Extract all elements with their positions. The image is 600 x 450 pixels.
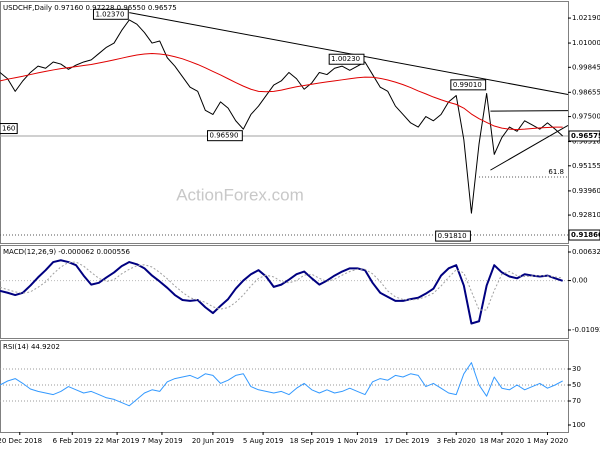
annotation-box — [328, 53, 365, 65]
x-tick-label: 7 May 2019 — [141, 437, 182, 445]
annotation-box — [207, 130, 243, 142]
series-line — [0, 53, 563, 131]
y-tick-label: 0.99845 — [572, 63, 600, 71]
y-tick-label: 0.006321 — [572, 248, 600, 256]
annotation-label: 0.96590 — [210, 132, 239, 140]
x-tick-label: 1 May 2020 — [527, 437, 568, 445]
trend-line — [129, 12, 569, 96]
x-tick-label: 22 Mar 2019 — [95, 437, 139, 445]
annotation-label: 1.00230 — [331, 55, 360, 63]
price-box — [568, 229, 600, 241]
series-line — [0, 362, 563, 407]
x-tick-label: 20 Dec 2018 — [0, 437, 42, 445]
x-tick-label: 18 Sep 2019 — [290, 437, 334, 445]
y-tick-label: 0.95155 — [572, 162, 600, 170]
annotation-label: 1.02370 — [95, 10, 124, 18]
y-tick-label: 0.00 — [572, 277, 588, 285]
y-tick-label: 0.98655 — [572, 88, 600, 96]
trend-line — [490, 124, 569, 171]
annotation-label: 0.91810 — [438, 232, 467, 240]
panel-frame — [0, 245, 569, 339]
panel-title: MACD(12,26,9) -0.000062 0.000556 — [3, 248, 130, 256]
x-tick-label: 17 Dec 2019 — [384, 437, 429, 445]
annotation-box — [435, 230, 471, 242]
x-tick-label: 1 Nov 2019 — [337, 437, 377, 445]
x-tick-label: 3 Feb 2020 — [437, 437, 476, 445]
y-tick-label: 0.92810 — [572, 211, 600, 219]
series-line — [0, 259, 563, 325]
x-tick-label: 6 Feb 2019 — [53, 437, 92, 445]
y-tick-label: 70 — [572, 397, 581, 405]
annotation-box — [92, 8, 129, 20]
y-tick-label: 50 — [572, 381, 581, 389]
level-label: 61.8 — [548, 168, 564, 176]
y-tick-label: 1.01000 — [572, 39, 600, 47]
y-tick-label: 1.02190 — [572, 14, 600, 22]
annotation-label: 160 — [2, 125, 15, 133]
annotation-box — [450, 79, 487, 91]
price-box — [568, 130, 600, 142]
y-tick-label: -0.010939 — [572, 326, 600, 334]
panel-title: RSI(14) 44.9202 — [3, 343, 60, 351]
panel-frame — [0, 340, 569, 433]
y-tick-label: 0.96310 — [572, 138, 600, 146]
watermark: ActionForex.com — [176, 185, 304, 204]
series-line — [0, 261, 563, 311]
x-tick-label: 18 Mar 2020 — [480, 437, 524, 445]
price-box-label: 0.96575 — [571, 132, 600, 140]
price-box-label: 0.91860 — [571, 231, 600, 239]
y-tick-label: 30 — [572, 365, 581, 373]
x-tick-label: 20 Jun 2019 — [192, 437, 234, 445]
x-tick-label: 5 Aug 2019 — [243, 437, 283, 445]
y-tick-label: 0.97500 — [572, 113, 600, 121]
y-tick-label: 100 — [572, 421, 585, 429]
annotation-box — [0, 123, 18, 135]
panel-frame — [0, 1, 569, 244]
annotation-label: 0.99010 — [453, 81, 482, 89]
series-line — [0, 19, 564, 214]
y-tick-label: 0.93960 — [572, 187, 600, 195]
panel-title: USDCHF,Daily 0.97160 0.97228 0.96550 0.9… — [3, 4, 177, 12]
